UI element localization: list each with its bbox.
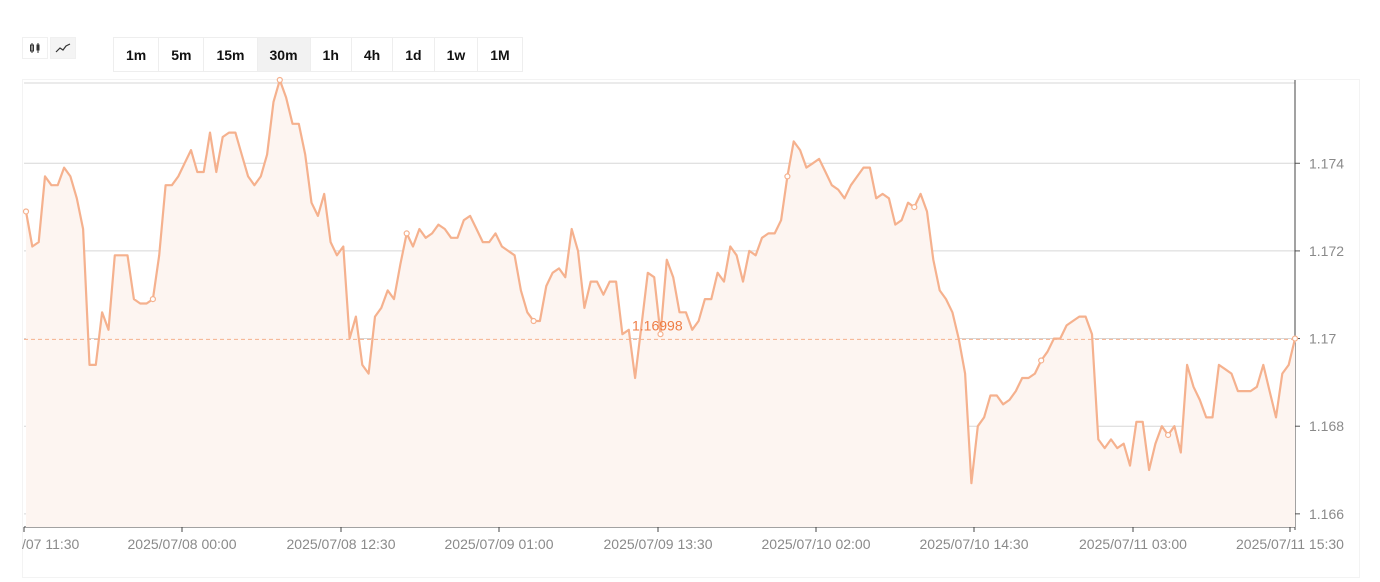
interval-button-4h[interactable]: 4h (352, 38, 394, 71)
interval-button-1M[interactable]: 1M (490, 46, 510, 63)
data-point-marker (530, 317, 537, 325)
candlestick-chart-button[interactable] (22, 37, 48, 59)
interval-selector: 1m 5m 15m 30m 1h 4h 1d 1w 1M (113, 37, 523, 72)
interval-button-1h[interactable]: 1h (311, 38, 352, 71)
area-fill (26, 80, 1295, 527)
interval-button-1m[interactable]: 1m (114, 38, 160, 71)
y-tick-label: 1.174 (1309, 155, 1344, 171)
y-tick-label: 1.166 (1309, 506, 1344, 522)
chart-type-toggle (22, 37, 76, 59)
data-point-marker (22, 208, 30, 215)
data-point-marker (784, 173, 791, 180)
data-point-marker (1164, 431, 1172, 439)
x-tick-label: 2025/07/11 03:00 (1079, 536, 1187, 552)
data-point-marker (657, 331, 664, 338)
x-tick-label: 2025/07/09 13:30 (604, 536, 713, 552)
data-point-marker (149, 296, 156, 303)
interval-button-15m[interactable]: 15m (204, 38, 258, 71)
data-point-marker (403, 230, 410, 237)
x-tick-label: 2025/07/11 15:30 (1236, 536, 1344, 552)
x-tick-label: 2025/07/08 00:00 (128, 536, 237, 552)
x-tick-label: /07 11:30 (22, 536, 80, 552)
y-tick-label: 1.17 (1309, 331, 1336, 347)
interval-button-30m[interactable]: 30m (257, 38, 311, 71)
data-point-marker (1038, 357, 1045, 364)
line-chart-icon (55, 43, 71, 53)
current-price-label: 1.16998 (632, 317, 683, 333)
data-point-marker (1291, 335, 1299, 342)
x-tick-label: 2025/07/08 12:30 (287, 536, 396, 552)
interval-button-1w[interactable]: 1w (435, 38, 479, 71)
y-tick-label: 1.168 (1309, 418, 1344, 434)
x-tick-label: 2025/07/10 14:30 (920, 536, 1029, 552)
candlestick-icon (30, 43, 40, 53)
line-chart-button[interactable] (50, 37, 76, 59)
y-tick-label: 1.172 (1309, 243, 1344, 259)
data-point-marker (911, 203, 918, 211)
data-point-marker (276, 76, 283, 84)
x-tick-label: 2025/07/09 01:00 (445, 536, 554, 552)
interval-button-5m[interactable]: 5m (159, 38, 205, 71)
interval-button-1d[interactable]: 1d (393, 38, 435, 71)
x-tick-label: 2025/07/10 02:00 (762, 536, 871, 552)
